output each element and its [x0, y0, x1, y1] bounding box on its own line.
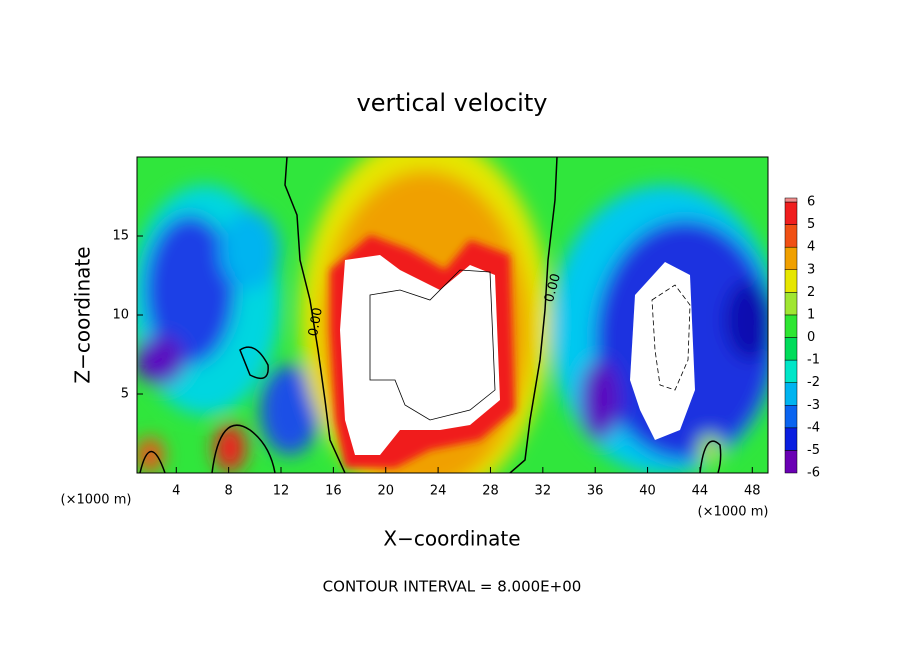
x-tick-label: 28 [482, 484, 499, 499]
colorbar-label: 5 [807, 217, 815, 232]
x-tick-label: 4 [172, 484, 180, 499]
contour-label: 0.00 [542, 272, 564, 304]
x-tick-label: 16 [325, 484, 342, 499]
colorbar-bin [784, 269, 798, 293]
x-tick-label: 48 [744, 484, 761, 499]
y-tick-label: 5 [121, 387, 129, 402]
colorbar-bin [784, 405, 798, 429]
colorbar-label: -2 [807, 375, 820, 390]
colorbar-label: 2 [807, 285, 815, 300]
contour-label: 0.00 [306, 306, 326, 337]
field [137, 157, 768, 473]
colorbar-label: -3 [807, 398, 820, 413]
colorbar-bin [784, 314, 798, 338]
colorbar-label: -5 [807, 443, 820, 458]
colorbar-top [784, 197, 798, 203]
colorbar-bin [784, 450, 798, 474]
colorbar-bin [784, 337, 798, 361]
colorbar-label: -1 [807, 353, 820, 368]
colorbar-label: 6 [807, 195, 815, 210]
colorbar-label: -4 [807, 420, 820, 435]
colorbar-bin [784, 292, 798, 316]
y-axis-label: Z−coordinate [71, 246, 95, 383]
chart-title: vertical velocity [357, 89, 548, 117]
colorbar-label: 1 [807, 307, 815, 322]
x-tick-label: 36 [587, 484, 604, 499]
x-axis-label: X−coordinate [383, 527, 520, 551]
y-tick-label: 15 [112, 229, 129, 244]
colorbar-label: 3 [807, 262, 815, 277]
colorbar-bin [784, 382, 798, 406]
x-tick-label: 44 [692, 484, 709, 499]
y-unit: (×1000 m) [61, 493, 132, 508]
colorbar-label: 4 [807, 240, 815, 255]
x-tick-label: 20 [377, 484, 394, 499]
x-unit: (×1000 m) [698, 505, 769, 520]
annotation: CONTOUR INTERVAL = 8.000E+00 [323, 578, 582, 596]
x-tick-label: 24 [430, 484, 447, 499]
colorbar-bin [784, 359, 798, 383]
colorbar-bin [784, 201, 798, 225]
colorbar-label: -6 [807, 466, 820, 481]
x-tick-label: 32 [535, 484, 552, 499]
colorbar-bin [784, 246, 798, 271]
x-tick-label: 12 [273, 484, 290, 499]
colorbar-bin [784, 427, 798, 451]
colorbar-bin [784, 224, 798, 248]
x-tick-label: 40 [639, 484, 656, 499]
x-tick-label: 8 [224, 484, 232, 499]
y-tick-label: 10 [112, 308, 129, 323]
colorbar-label: 0 [807, 330, 815, 345]
